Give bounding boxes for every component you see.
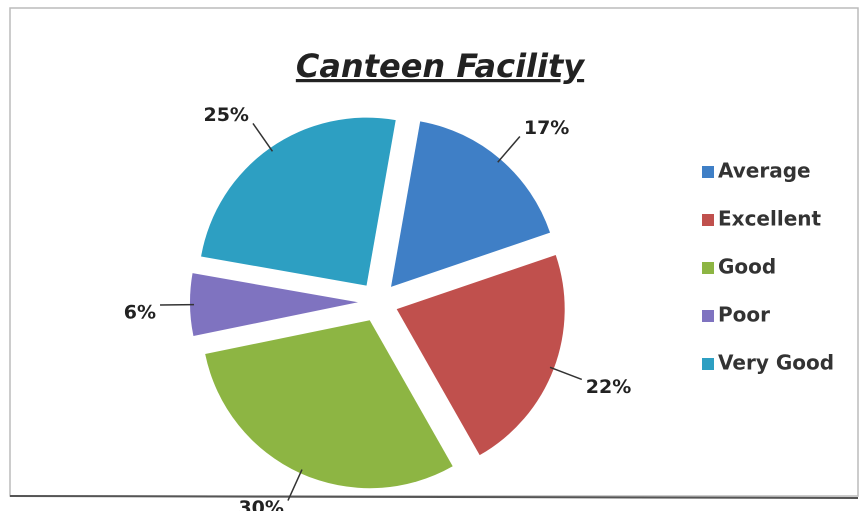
legend-swatch: [702, 310, 714, 322]
legend-swatch: [702, 214, 714, 226]
pie-slice: [190, 273, 359, 337]
leader-line: [497, 135, 521, 163]
chart-title: Canteen Facility: [296, 47, 585, 85]
legend-swatch: [702, 358, 714, 370]
pie-slice: [205, 320, 453, 489]
pie-slice: [391, 121, 551, 287]
leader-line: [287, 469, 303, 501]
data-label: 30%: [238, 497, 283, 511]
legend-swatch: [702, 166, 714, 178]
pie-slice: [396, 254, 565, 456]
pie-slice: [201, 117, 396, 286]
legend-label: Poor: [718, 303, 770, 327]
legend-label: Excellent: [718, 207, 821, 231]
data-label: 25%: [203, 104, 248, 126]
legend-label: Average: [718, 159, 811, 183]
leader-line: [252, 122, 274, 152]
legend-label: Good: [718, 255, 776, 279]
data-label: 17%: [524, 117, 569, 139]
legend-label: Very Good: [718, 351, 834, 375]
data-label: 22%: [586, 376, 631, 398]
legend-swatch: [702, 262, 714, 274]
leader-line: [549, 366, 583, 381]
data-label: 6%: [124, 302, 156, 324]
frame-edge: [9, 495, 859, 499]
